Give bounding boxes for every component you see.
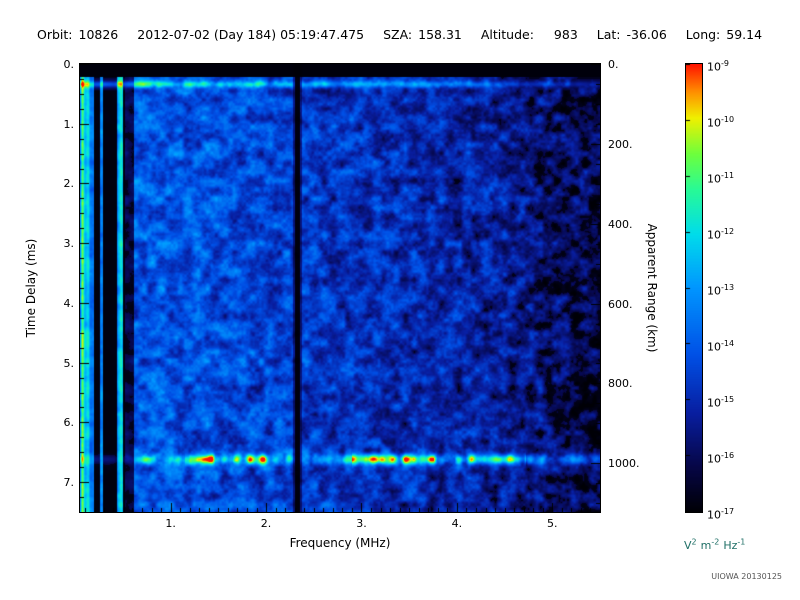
y-axis-right-title: Apparent Range (km)	[645, 223, 659, 353]
y-right-tick-label: 1000.	[608, 457, 640, 471]
y-left-tick-label: 3.	[63, 237, 75, 251]
x-axis-title: Frequency (MHz)	[289, 536, 391, 550]
lat-value: -36.06	[626, 27, 667, 42]
header-info-bar: Orbit: 10826 2012-07-02 (Day 184) 05:19:4…	[37, 27, 777, 42]
x-tick-label: 2.	[260, 517, 272, 530]
spectrogram-canvas	[79, 63, 601, 513]
colorbar-tick-label: 10-17	[707, 507, 735, 522]
colorbar-tick-label: 10-14	[707, 339, 735, 354]
orbit-value: 10826	[78, 27, 119, 42]
colorbar-tick-label: 10-16	[707, 451, 735, 466]
colorbar-unit-label: V2 m-2 Hz-1	[684, 537, 749, 552]
y-left-tick-label: 6.	[63, 416, 75, 430]
altitude-label: Altitude:	[480, 27, 534, 42]
x-tick-label: 5.	[547, 517, 558, 530]
sza-value: 158.31	[418, 27, 462, 42]
datetime-value: 2012-07-02 (Day 184) 05:19:47.475	[137, 27, 365, 42]
y-left-tick-label: 7.	[63, 476, 75, 490]
colorbar-tick-label: 10-13	[707, 283, 735, 298]
long-field: Long: 59.14	[686, 27, 762, 42]
unit-part: m-2	[700, 537, 720, 552]
datetime-field: 2012-07-02 (Day 184) 05:19:47.475	[137, 27, 364, 42]
colorbar-tick-label: 10-15	[707, 395, 735, 410]
colorbar-tick-label: 10-9	[707, 59, 729, 74]
credit-text: UIOWA 20130125	[711, 572, 782, 581]
colorbar-tick-label: 10-10	[707, 115, 735, 130]
y-right-tick-label: 800.	[608, 377, 633, 391]
y-right-tick-label: 400.	[608, 217, 633, 231]
y-left-tick-label: 1.	[63, 117, 75, 131]
x-tick-label: 3.	[356, 517, 367, 530]
long-value: 59.14	[726, 27, 763, 42]
long-label: Long:	[685, 27, 721, 42]
y-right-tick-label: 200.	[608, 137, 633, 151]
colorbar-tick-label: 10-12	[707, 227, 735, 242]
sza-label: SZA:	[383, 27, 413, 42]
lat-field: Lat: -36.06	[597, 27, 667, 42]
unit-part: Hz-1	[723, 537, 746, 552]
colorbar-canvas	[685, 63, 703, 513]
y-right-tick-label: 600.	[608, 297, 633, 311]
orbit-field: Orbit: 10826	[37, 27, 118, 42]
y-left-tick-label: 0.	[63, 58, 75, 71]
orbit-label: Orbit:	[37, 27, 73, 42]
y-left-tick-label: 2.	[63, 177, 75, 191]
y-axis-left-title: Time Delay (ms)	[24, 238, 38, 338]
sza-field: SZA: 158.31	[383, 27, 462, 42]
x-tick-label: 1.	[165, 517, 176, 530]
colorbar-tick-label: 10-11	[707, 171, 735, 186]
unit-part: V2	[684, 537, 697, 552]
y-left-tick-label: 4.	[63, 296, 75, 310]
y-right-tick-label: 0.	[608, 58, 619, 71]
y-left-tick-label: 5.	[63, 356, 75, 370]
x-tick-label: 4.	[451, 517, 463, 530]
altitude-value: 983	[553, 27, 578, 42]
altitude-field: Altitude: 983	[481, 27, 578, 42]
lat-label: Lat:	[596, 27, 621, 42]
